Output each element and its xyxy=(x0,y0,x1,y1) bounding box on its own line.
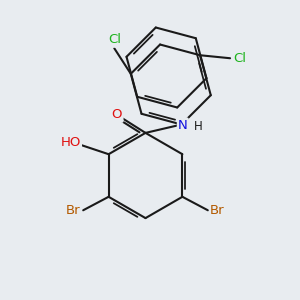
Text: N: N xyxy=(178,118,188,132)
Text: HO: HO xyxy=(60,136,81,149)
Text: O: O xyxy=(112,108,122,122)
Text: Br: Br xyxy=(210,204,225,217)
Text: Cl: Cl xyxy=(233,52,246,65)
Text: Br: Br xyxy=(66,204,81,217)
Text: H: H xyxy=(194,119,202,133)
Text: Cl: Cl xyxy=(108,33,121,46)
